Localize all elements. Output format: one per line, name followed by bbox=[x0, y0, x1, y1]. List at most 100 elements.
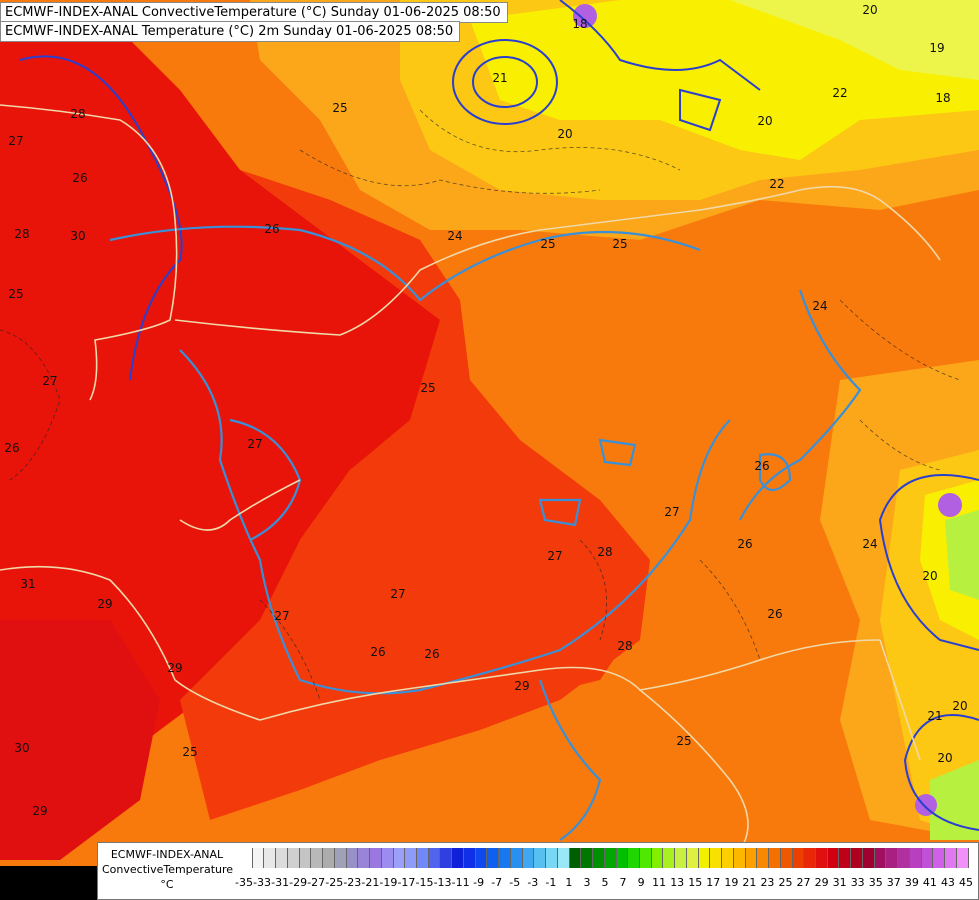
legend-tick: -7 bbox=[491, 876, 503, 889]
legend-swatch bbox=[769, 848, 781, 868]
contour-label: 27 bbox=[274, 609, 289, 623]
legend-swatch bbox=[827, 848, 840, 868]
legend-tick: -5 bbox=[509, 876, 521, 889]
legend-swatch bbox=[745, 848, 758, 868]
isotherms-dashed bbox=[0, 109, 961, 701]
legend-swatch bbox=[815, 848, 828, 868]
legend-tick: -17 bbox=[397, 876, 416, 889]
legend-swatch bbox=[886, 848, 899, 868]
contour-labels: 28 27 26 28 30 25 27 26 31 29 29 30 29 26 25 24 21 20 18 25… bbox=[4, 3, 967, 818]
contour-label: 28 bbox=[597, 545, 612, 559]
legend-swatch bbox=[534, 848, 547, 868]
legend-swatch bbox=[933, 848, 946, 868]
legend-tick: 31 bbox=[832, 876, 847, 889]
legend-label: ECMWF-INDEX-ANAL ConvectiveTemperature °… bbox=[102, 847, 234, 892]
legend-swatch bbox=[956, 848, 969, 868]
legend-swatch bbox=[475, 848, 488, 868]
warm-zone-south bbox=[460, 500, 640, 700]
legend-tick: 17 bbox=[706, 876, 721, 889]
no-data-strip bbox=[0, 866, 100, 900]
legend-label-line1: ECMWF-INDEX-ANAL bbox=[110, 848, 224, 861]
legend-swatch bbox=[546, 848, 558, 868]
yellow-zone-nne bbox=[730, 0, 979, 80]
contour-label: 21 bbox=[492, 71, 507, 85]
legend-swatch bbox=[499, 848, 511, 868]
legend-tick: 15 bbox=[688, 876, 703, 889]
contour-label: 31 bbox=[20, 577, 35, 591]
contour-label: 27 bbox=[247, 437, 262, 451]
legend-swatch bbox=[898, 848, 910, 868]
legend-swatch bbox=[616, 848, 629, 868]
contour-label: 20 bbox=[557, 127, 572, 141]
legend-swatch bbox=[463, 848, 476, 868]
legend-tick: -23 bbox=[343, 876, 362, 889]
legend-tick: -31 bbox=[271, 876, 290, 889]
contour-label: 28 bbox=[14, 227, 29, 241]
contour-label: 30 bbox=[14, 741, 29, 755]
contour-label: 20 bbox=[937, 751, 952, 765]
contour-label: 24 bbox=[812, 299, 827, 313]
legend-label-line2: ConvectiveTemperature bbox=[102, 863, 234, 876]
legend-label-unit: °C bbox=[160, 878, 174, 891]
legend-swatch bbox=[452, 848, 464, 868]
legend-tick: 39 bbox=[904, 876, 919, 889]
isolines-light bbox=[109, 225, 862, 841]
legend-tick: -3 bbox=[527, 876, 539, 889]
legend-tick: 35 bbox=[868, 876, 883, 889]
legend-swatch bbox=[510, 848, 523, 868]
contour-label: 25 bbox=[540, 237, 555, 251]
contour-label: 27 bbox=[547, 549, 562, 563]
legend-tick-labels: -35 -33 -31 -29 -27 -25 -23 -21 -19 -17 -15 -13 -11-… bbox=[235, 876, 978, 892]
legend-tick: -33 bbox=[253, 876, 272, 889]
legend-swatch bbox=[663, 848, 676, 868]
legend-swatch bbox=[417, 848, 429, 868]
legend-swatch bbox=[593, 848, 605, 868]
contour-label: 22 bbox=[769, 177, 784, 191]
legend-tick: -35 bbox=[235, 876, 253, 889]
legend-swatch bbox=[909, 848, 922, 868]
legend-swatch bbox=[780, 848, 793, 868]
legend-tick: -29 bbox=[289, 876, 308, 889]
legend-tick: -11 bbox=[451, 876, 470, 889]
legend-tick: -15 bbox=[415, 876, 434, 889]
contour-label: 26 bbox=[72, 171, 87, 185]
legend-swatch bbox=[804, 848, 816, 868]
legend-swatch bbox=[405, 848, 418, 868]
contour-label: 26 bbox=[4, 441, 19, 455]
legend-swatch bbox=[757, 848, 770, 868]
legend-swatch bbox=[334, 848, 347, 868]
legend-tick: -1 bbox=[545, 876, 557, 889]
lime-spot-east bbox=[945, 510, 979, 600]
legend-swatch bbox=[381, 848, 394, 868]
legend-swatch bbox=[299, 848, 312, 868]
contour-label: 18 bbox=[935, 91, 950, 105]
contour-label: 26 bbox=[370, 645, 385, 659]
contour-label: 25 bbox=[676, 734, 691, 748]
legend-swatch bbox=[522, 848, 535, 868]
contour-label: 28 bbox=[617, 639, 632, 653]
legend-swatch bbox=[874, 848, 887, 868]
contour-label: 24 bbox=[862, 537, 877, 551]
legend-color-bar bbox=[241, 848, 969, 868]
contour-label: 29 bbox=[97, 597, 112, 611]
legend-swatch bbox=[287, 848, 300, 868]
legend-swatch bbox=[264, 848, 277, 868]
legend-swatch bbox=[839, 848, 852, 868]
legend-swatch bbox=[487, 848, 500, 868]
contour-label: 29 bbox=[167, 661, 182, 675]
legend-tick: 29 bbox=[814, 876, 829, 889]
contour-label: 26 bbox=[264, 222, 279, 236]
legend-swatch bbox=[862, 848, 875, 868]
legend-tick: -21 bbox=[361, 876, 380, 889]
legend-tick: -9 bbox=[473, 876, 485, 889]
legend-swatch bbox=[569, 848, 582, 868]
contour-label: 20 bbox=[757, 114, 772, 128]
legend-swatch bbox=[440, 848, 453, 868]
contour-label: 25 bbox=[182, 745, 197, 759]
contour-label: 27 bbox=[664, 505, 679, 519]
legend-swatch bbox=[710, 848, 723, 868]
contour-label: 21 bbox=[927, 709, 942, 723]
hot-zone-southwest bbox=[0, 620, 160, 860]
legend-swatch bbox=[722, 848, 734, 868]
